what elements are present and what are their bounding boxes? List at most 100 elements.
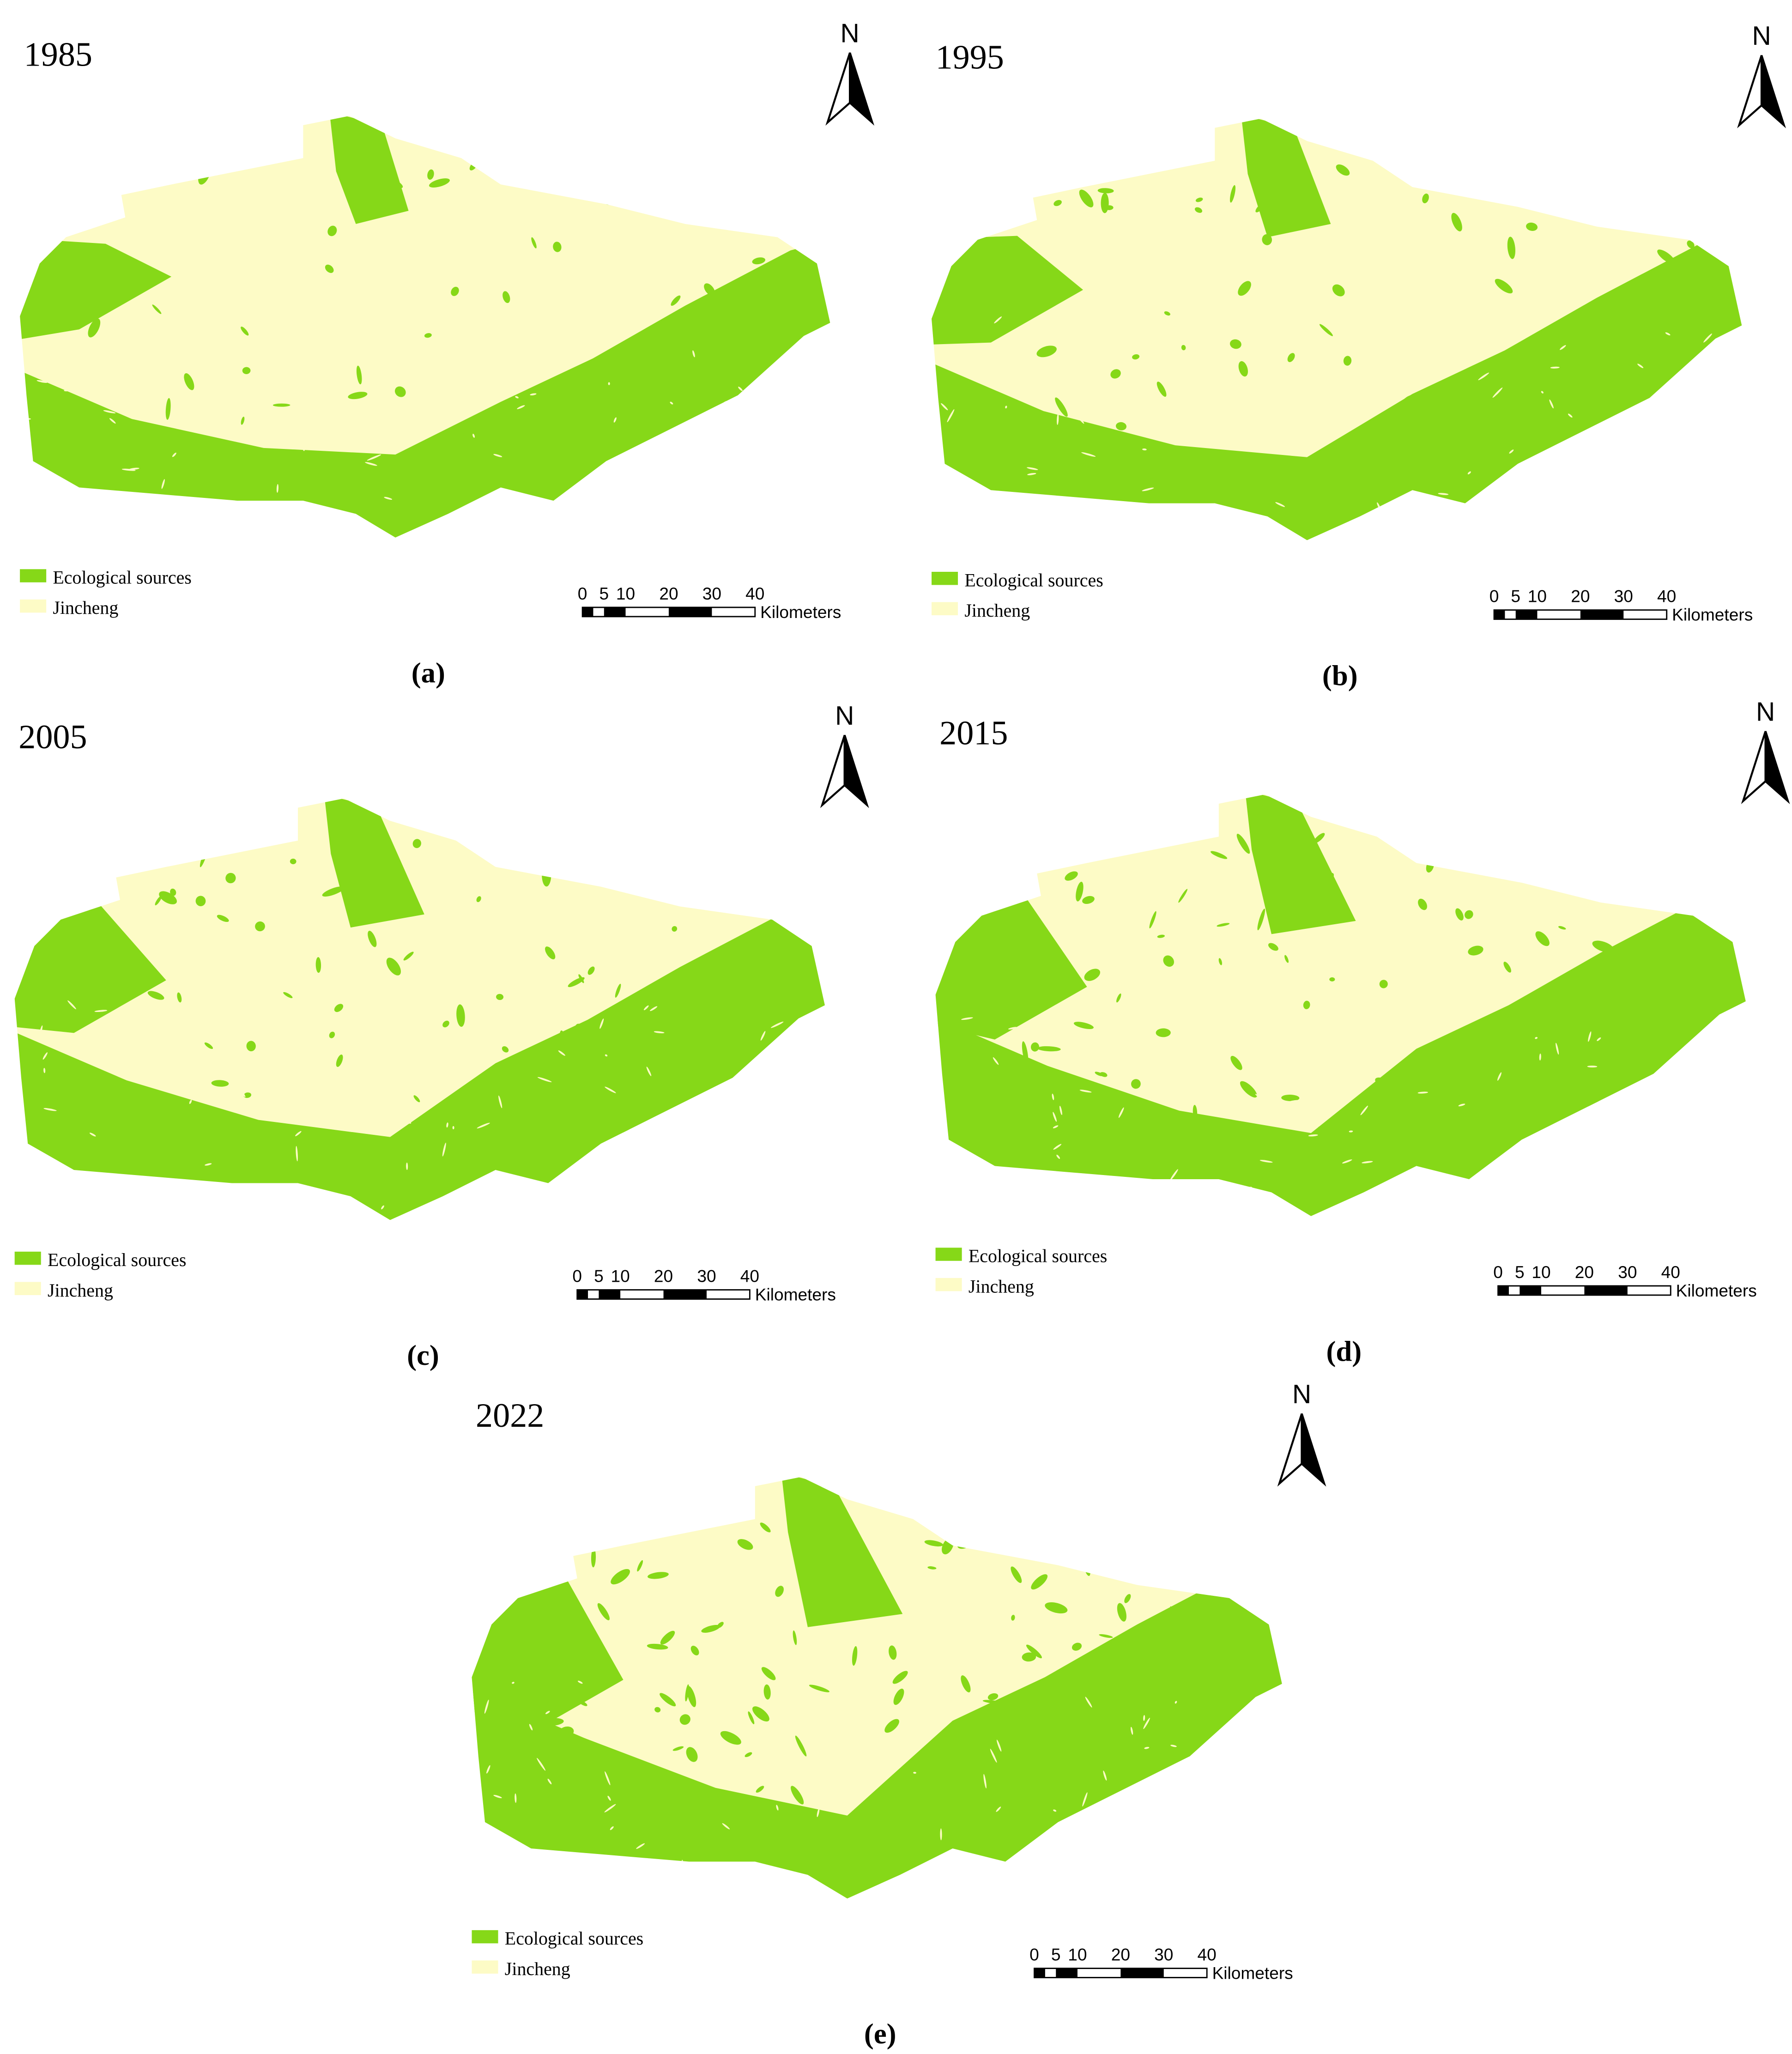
cream-gap [455,372,461,378]
north-arrow-left [820,735,846,808]
cream-gap [986,491,992,493]
cream-gap [1059,1106,1062,1115]
cream-gap [1228,1731,1237,1738]
cream-gap [1172,1074,1175,1079]
cream-gap [1642,408,1647,411]
green-patch [272,403,291,407]
scale-bar-segment [1580,610,1624,619]
green-patch [559,1030,566,1048]
green-patch [177,992,182,1003]
green-patch [368,931,377,947]
north-label: N [835,701,854,731]
cream-gap [76,1171,87,1175]
scale-tick-label: 40 [740,1266,759,1285]
legend-label: Ecological sources [969,1246,1107,1266]
green-patch [135,175,141,184]
green-patch [1099,1634,1113,1638]
green-patch [647,1643,668,1650]
green-patch [773,298,795,306]
cream-gap [116,383,118,388]
cream-gap [172,452,176,457]
green-patch [1110,369,1121,379]
panel-caption: (b) [1322,659,1358,691]
cream-gap [941,403,948,411]
scale-tick-label: 30 [697,1266,716,1285]
green-patch [1422,194,1429,204]
cream-gap [1619,508,1631,514]
green-patch [531,237,537,248]
cream-gap [515,396,519,399]
green-patch [1552,1003,1560,1012]
green-patch [1554,1136,1576,1144]
cream-gap [537,1077,552,1082]
north-arrow-right [1760,55,1786,128]
cream-gap [743,435,747,437]
cream-gap [121,468,136,471]
cream-gap [1587,1066,1598,1068]
cream-gap [82,1186,94,1196]
legend-swatch [14,1251,41,1265]
legend-swatch [932,602,958,616]
green-patch [1698,163,1704,168]
green-patch [1095,1072,1103,1076]
green-patch [1590,317,1610,324]
green-patch [476,896,481,903]
green-patch [217,915,229,922]
green-patch [703,303,713,311]
cream-gap [384,497,393,500]
green-patch [1090,465,1099,472]
cream-gap [449,513,452,517]
green-patch [748,1711,755,1725]
cream-gap [735,515,743,517]
scale-unit: Kilometers [1676,1281,1757,1300]
cream-gap [762,441,770,452]
cream-gap [1725,417,1740,422]
cream-gap [1056,380,1062,382]
legend-swatch [20,599,47,613]
cream-gap [515,1793,517,1803]
green-patch [1156,1028,1171,1037]
green-patch [927,1566,937,1569]
cream-gap [386,430,400,436]
green-patch [1124,1594,1131,1603]
cream-gap [681,1860,684,1870]
cream-gap [1052,1093,1054,1100]
cream-gap [651,460,655,465]
green-patch [88,318,101,338]
green-patch [1556,392,1566,412]
green-patch [1397,395,1414,414]
green-patch [329,1031,335,1038]
cream-gap [1060,1837,1064,1840]
scale-tick-label: 0 [572,1266,582,1285]
green-patch [1211,851,1228,859]
scale-unit: Kilometers [1212,1963,1293,1982]
green-patch [1139,1812,1149,1821]
scale-tick-label: 5 [1515,1262,1525,1282]
green-patch [394,386,406,397]
cream-gap [605,1054,608,1057]
cream-gap [1404,497,1407,499]
cream-gap [284,1007,287,1010]
scale-tick-label: 10 [1532,1262,1550,1282]
green-patch [246,1041,256,1052]
green-patch [243,1092,252,1098]
green-patch [1684,352,1689,363]
cream-gap [1308,1134,1318,1137]
scale-bar-segment [1034,1968,1045,1978]
green-patch [1097,188,1114,194]
green-patch [660,994,669,1003]
green-patch [1418,898,1427,910]
green-patch [336,1054,343,1067]
green-patch [403,951,414,961]
green-patch [1229,339,1241,349]
cream-gap [102,1023,113,1030]
cream-gap [1663,427,1673,437]
cream-gap [1307,350,1317,354]
cream-gap [993,1057,999,1065]
cream-gap [1550,366,1560,369]
green-patch [997,197,1006,207]
green-patch [1552,1026,1565,1046]
cream-gap [1107,369,1111,384]
cream-gap [1697,1196,1705,1204]
cream-gap [109,418,116,424]
